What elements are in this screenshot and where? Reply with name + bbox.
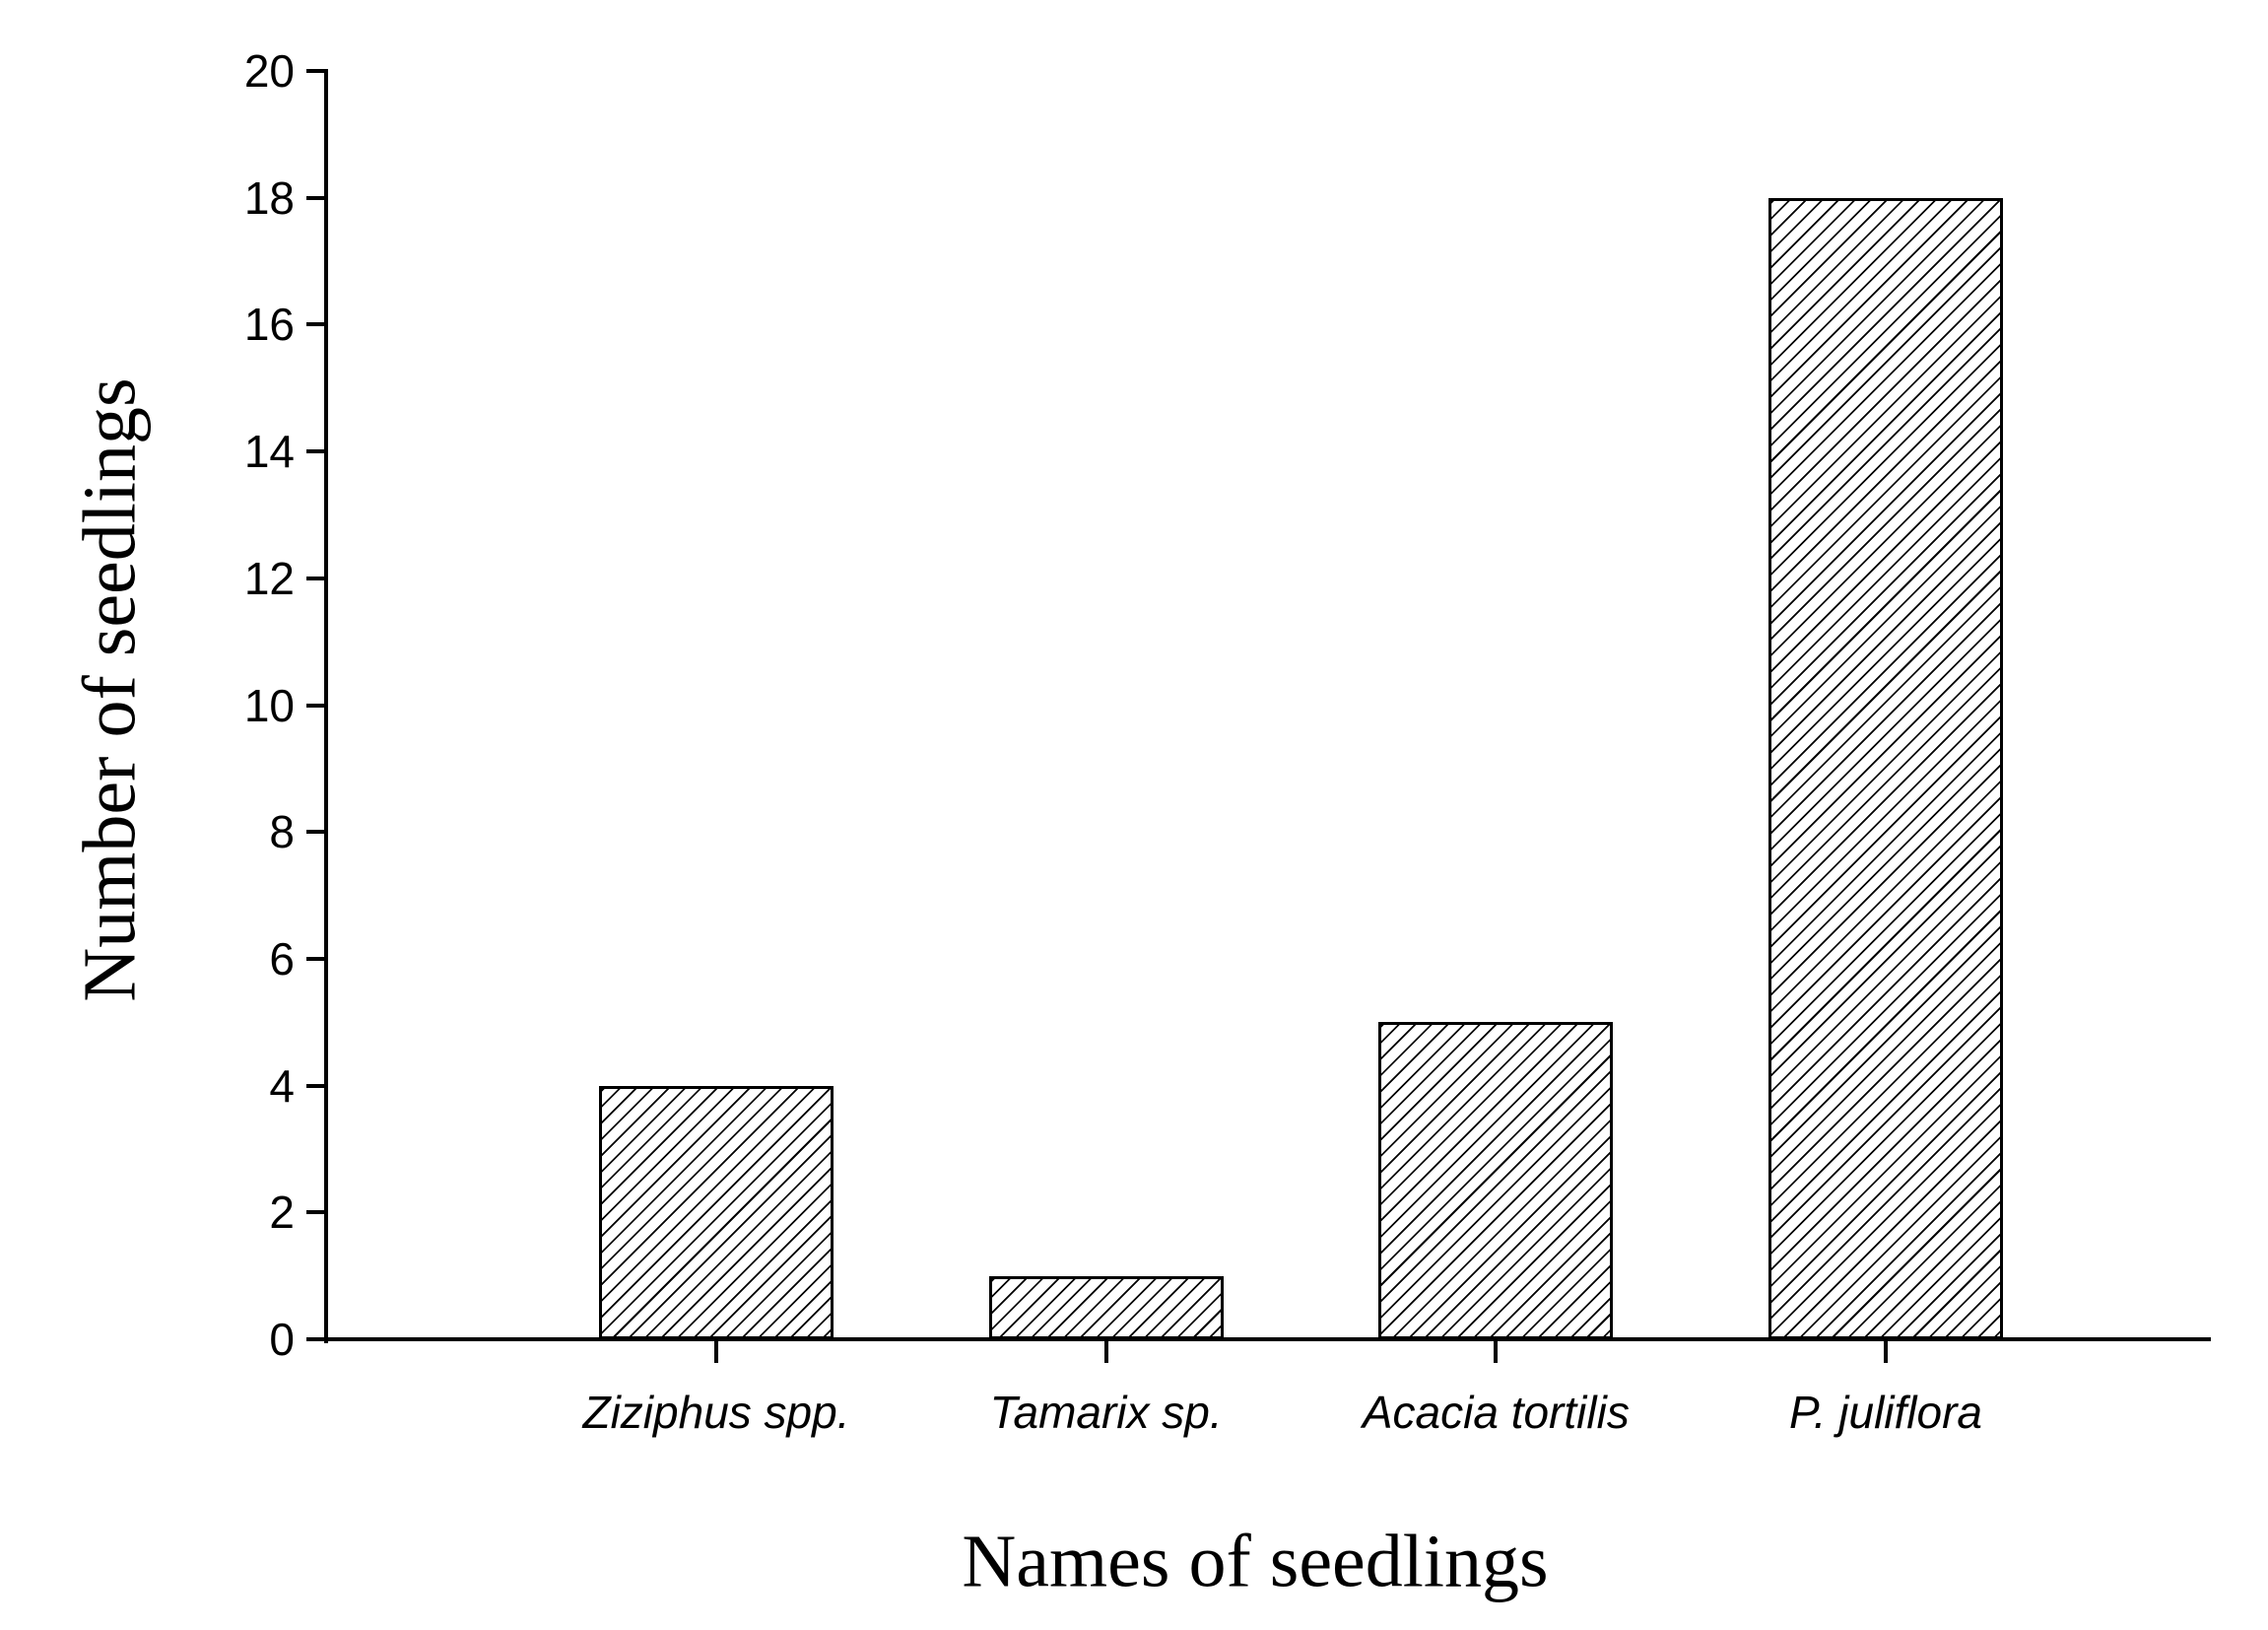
y-tick xyxy=(306,1083,326,1088)
y-tick-label: 8 xyxy=(269,806,295,858)
bar-ziziphus-spp xyxy=(599,1085,834,1339)
y-tick xyxy=(306,195,326,200)
y-tick xyxy=(306,1210,326,1215)
y-tick-label: 18 xyxy=(243,171,295,224)
y-axis-title: Number of seedlings xyxy=(68,377,152,1002)
y-tick xyxy=(306,576,326,580)
y-tick xyxy=(306,69,326,73)
x-category-label: Tamarix sp. xyxy=(989,1387,1223,1438)
x-category-label: Acacia tortilis xyxy=(1362,1387,1630,1438)
x-tick xyxy=(1884,1341,1888,1363)
y-tick-label: 4 xyxy=(269,1059,295,1112)
x-tick xyxy=(714,1341,718,1363)
y-tick xyxy=(306,830,326,835)
bar-acacia-tortilis xyxy=(1378,1022,1614,1339)
x-tick xyxy=(1103,1341,1108,1363)
x-category-label: P. juliflora xyxy=(1788,1387,1983,1438)
y-axis-line xyxy=(324,69,328,1343)
y-tick xyxy=(306,703,326,708)
y-tick-label: 2 xyxy=(269,1187,295,1239)
y-tick-label: 14 xyxy=(243,426,295,478)
y-tick xyxy=(306,956,326,961)
y-tick-label: 6 xyxy=(269,932,295,985)
y-tick xyxy=(306,1337,326,1341)
y-tick-label: 0 xyxy=(269,1314,295,1365)
y-tick xyxy=(306,449,326,454)
x-tick xyxy=(1494,1341,1499,1363)
y-tick-label: 12 xyxy=(243,552,295,604)
x-axis-title: Names of seedlings xyxy=(962,1520,1549,1603)
bar-tamarix-sp xyxy=(988,1275,1224,1339)
x-category-label: Ziziphus spp. xyxy=(582,1387,850,1438)
y-tick xyxy=(306,322,326,327)
y-tick-label: 10 xyxy=(243,679,295,731)
x-axis-line xyxy=(324,1337,2211,1341)
y-tick-label: 20 xyxy=(243,45,295,97)
y-tick-label: 16 xyxy=(243,299,295,351)
bar-p-juliflora xyxy=(1768,197,2003,1339)
